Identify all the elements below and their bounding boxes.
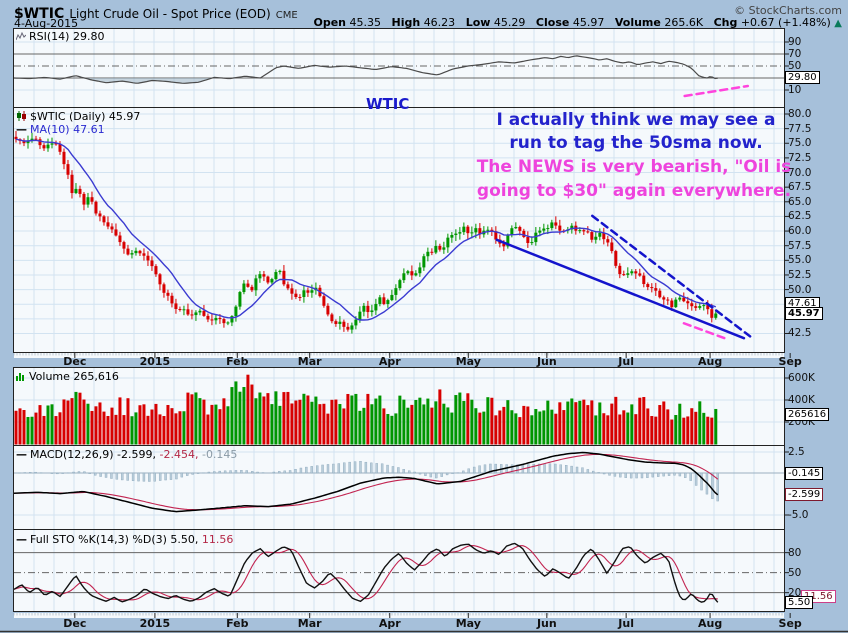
month-label: Apr xyxy=(378,617,401,630)
axis-label: 50.0 xyxy=(788,283,812,296)
axis-label: 20 xyxy=(788,586,802,599)
axis-label: 57.5 xyxy=(788,239,812,252)
axis-label: 400K xyxy=(788,394,815,406)
month-label: Jun xyxy=(536,617,557,630)
volume-panel-label: Volume 265,616 xyxy=(16,370,119,384)
axis-label: -5.0 xyxy=(788,509,809,521)
month-label: Sep xyxy=(778,355,802,368)
month-label: May xyxy=(455,617,481,630)
axis-label: 90 xyxy=(788,36,802,48)
blue-annotation-line1: I actually think we may see a xyxy=(496,110,776,130)
month-label: Apr xyxy=(378,355,401,368)
axis-label: 42.5 xyxy=(788,327,812,340)
chg-label: Chg xyxy=(713,16,738,29)
volume-value-box: 265616 xyxy=(785,408,830,421)
candlestick-icon xyxy=(16,111,27,124)
wtic-annotation: WTIC xyxy=(366,95,410,113)
open-label: Open xyxy=(313,16,346,29)
blue-annotation: I actually think we may see a run to tag… xyxy=(468,109,804,155)
exchange-label: CME xyxy=(275,10,298,21)
sto-panel-label: — Full STO %K(14,3) %D(3) 5.50, 11.56 xyxy=(16,533,234,546)
axis-label: 70.0 xyxy=(788,166,812,179)
volume-label: Volume xyxy=(614,16,661,29)
month-label: Feb xyxy=(226,617,249,630)
axis-label: 77.5 xyxy=(788,122,812,135)
month-label: Mar xyxy=(297,617,322,630)
chart-date: 4-Aug-2015 xyxy=(14,17,79,30)
macd-hist-box: -0.145 xyxy=(785,467,824,480)
axis-label: 52.5 xyxy=(788,268,812,281)
high-label: High xyxy=(391,16,421,29)
rsi-panel-label: RSI(14) 29.80 xyxy=(15,30,104,44)
month-label: Jun xyxy=(536,355,557,368)
macd-signal-value: -2.454, xyxy=(159,448,199,461)
macd-line-icon: — xyxy=(16,448,27,461)
quote-line: Open 45.35 High 46.23 Low 45.29 Close 45… xyxy=(306,16,842,29)
ma-legend: — MA(10) 47.61 xyxy=(16,123,105,136)
rsi-value-box: 29.80 xyxy=(785,71,820,84)
axis-label: 72.5 xyxy=(788,151,812,164)
month-label: 2015 xyxy=(139,355,171,368)
pink-annotation-line2: going to $30" again everywhere. xyxy=(476,181,792,201)
axis-label: 60.0 xyxy=(788,225,812,238)
axis-label: 80 xyxy=(788,546,802,559)
close-value-box: 45.97 xyxy=(785,307,823,320)
blue-annotation-line2: run to tag the 50sma now. xyxy=(509,133,763,153)
chg-value: +0.67 (+1.48%) xyxy=(740,16,831,29)
low-value: 45.29 xyxy=(493,16,526,29)
axis-label: 2.5 xyxy=(788,446,805,458)
axis-label: 62.5 xyxy=(788,210,812,223)
month-label: 2015 xyxy=(139,617,171,630)
ticker-symbol: $WTIC xyxy=(14,6,65,22)
sto-k-box: 5.50 xyxy=(785,596,814,609)
month-label: Jul xyxy=(618,355,634,368)
axis-label: 65.0 xyxy=(788,195,812,208)
macd-value-box: -2.599 xyxy=(785,488,824,501)
axis-label: 55.0 xyxy=(788,254,812,267)
month-label: Feb xyxy=(226,355,249,368)
pink-annotation: The NEWS is very bearish, "Oil is going … xyxy=(458,155,810,203)
month-label: Jul xyxy=(618,617,634,630)
month-label: Mar xyxy=(297,355,322,368)
axis-label: 75.0 xyxy=(788,137,812,150)
axis-label: 80.0 xyxy=(788,108,812,120)
month-label: Aug xyxy=(697,617,723,630)
month-label: Dec xyxy=(63,617,87,630)
axis-label: 67.5 xyxy=(788,181,812,194)
rsi-indicator-icon xyxy=(15,31,27,44)
copyright-label: © StockCharts.com xyxy=(734,4,842,17)
month-label: Dec xyxy=(63,355,87,368)
month-label: Sep xyxy=(778,617,802,630)
close-value: 45.97 xyxy=(572,16,605,29)
sto-d-value: 11.56 xyxy=(201,533,234,546)
macd-panel-label: — MACD(12,26,9) -2.599, -2.454, -0.145 xyxy=(16,448,238,461)
axis-label: 600K xyxy=(788,372,815,384)
chg-up-arrow-icon: ▲ xyxy=(834,18,842,29)
pink-annotation-line1: The NEWS is very bearish, "Oil is xyxy=(476,157,792,177)
volume-value: 265.6K xyxy=(664,16,704,29)
sto-line-icon: — xyxy=(16,533,27,546)
open-value: 45.35 xyxy=(349,16,382,29)
low-label: Low xyxy=(465,16,491,29)
month-label: May xyxy=(455,355,481,368)
ma-line-icon: — xyxy=(16,123,27,136)
chart-title: Light Crude Oil - Spot Price (EOD) xyxy=(69,7,271,21)
axis-label: 70 xyxy=(788,48,802,60)
macd-hist-value: -0.145 xyxy=(201,448,238,461)
axis-label: 10 xyxy=(788,84,802,96)
month-label: Aug xyxy=(697,355,723,368)
close-label: Close xyxy=(535,16,570,29)
axis-label: 50 xyxy=(788,566,802,579)
price-panel-label: $WTIC (Daily) 45.97 xyxy=(16,110,140,124)
high-value: 46.23 xyxy=(423,16,456,29)
chart-header: $WTIC Light Crude Oil - Spot Price (EOD)… xyxy=(14,3,298,22)
axis-label: 50 xyxy=(788,60,802,72)
volume-bars-icon xyxy=(16,371,26,384)
